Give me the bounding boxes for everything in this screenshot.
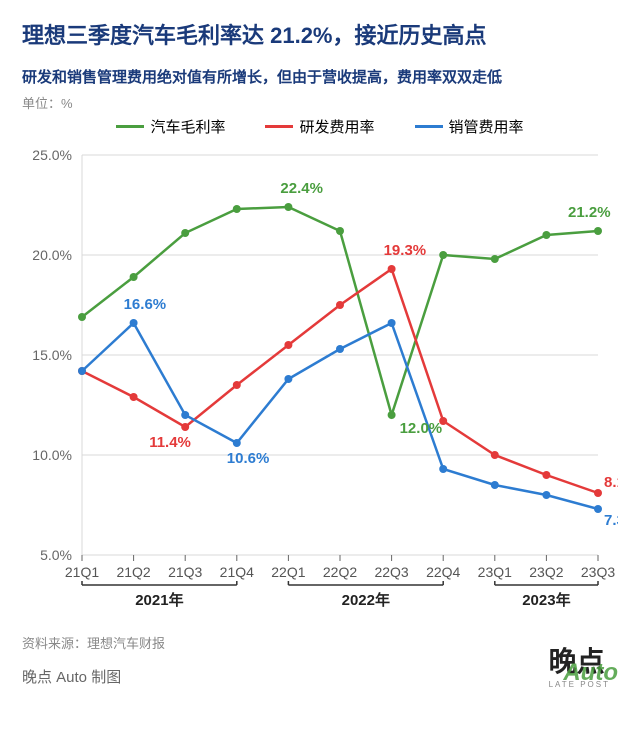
svg-text:23Q3: 23Q3 bbox=[581, 564, 615, 580]
caption-text: 晚点 Auto 制图 bbox=[22, 666, 618, 687]
svg-text:19.3%: 19.3% bbox=[384, 242, 427, 259]
chart-title: 理想三季度汽车毛利率达 21.2%，接近历史高点 bbox=[22, 18, 618, 50]
svg-text:23Q1: 23Q1 bbox=[478, 564, 512, 580]
svg-text:8.1%: 8.1% bbox=[604, 474, 618, 491]
legend: 汽车毛利率 研发费用率 销管费用率 bbox=[22, 116, 618, 137]
svg-text:21Q3: 21Q3 bbox=[168, 564, 202, 580]
svg-text:10.6%: 10.6% bbox=[227, 450, 270, 467]
source-text: 资料来源：理想汽车财报 bbox=[22, 633, 618, 652]
legend-label: 研发费用率 bbox=[299, 116, 374, 137]
plot-area: 5.0% 10.0% 15.0% 20.0% 25.0% 21Q1 21Q2 21Q3 21Q4… bbox=[22, 145, 618, 625]
svg-text:21Q1: 21Q1 bbox=[65, 564, 99, 580]
svg-text:22Q4: 22Q4 bbox=[426, 564, 460, 580]
legend-label: 销管费用率 bbox=[449, 116, 524, 137]
svg-text:15.0%: 15.0% bbox=[32, 347, 72, 363]
legend-swatch bbox=[265, 125, 293, 128]
chart-container: 理想三季度汽车毛利率达 21.2%，接近历史高点 研发和销售管理费用绝对值有所增… bbox=[0, 0, 640, 739]
chart-subtitle: 研发和销售管理费用绝对值有所增长，但由于营收提高，费用率双双走低 bbox=[22, 66, 618, 87]
svg-text:10.0%: 10.0% bbox=[32, 447, 72, 463]
svg-text:21Q4: 21Q4 bbox=[220, 564, 254, 580]
svg-text:21Q2: 21Q2 bbox=[116, 564, 150, 580]
svg-text:22Q1: 22Q1 bbox=[271, 564, 305, 580]
svg-text:22Q2: 22Q2 bbox=[323, 564, 357, 580]
legend-swatch bbox=[415, 125, 443, 128]
legend-item: 汽车毛利率 bbox=[116, 116, 225, 137]
svg-text:11.4%: 11.4% bbox=[149, 434, 191, 451]
svg-text:2023年: 2023年 bbox=[522, 591, 570, 609]
legend-item: 销管费用率 bbox=[415, 116, 524, 137]
svg-text:22Q3: 22Q3 bbox=[374, 564, 408, 580]
svg-text:5.0%: 5.0% bbox=[40, 547, 72, 563]
svg-text:22.4%: 22.4% bbox=[280, 180, 323, 197]
svg-text:21.2%: 21.2% bbox=[568, 204, 611, 221]
legend-label: 汽车毛利率 bbox=[150, 116, 225, 137]
svg-text:16.6%: 16.6% bbox=[124, 296, 167, 313]
unit-label: 单位：% bbox=[22, 93, 618, 112]
svg-text:25.0%: 25.0% bbox=[32, 147, 72, 163]
svg-text:2022年: 2022年 bbox=[342, 591, 390, 609]
line-chart-svg: 5.0% 10.0% 15.0% 20.0% 25.0% 21Q1 21Q2 21Q3 21Q4… bbox=[22, 145, 618, 625]
legend-swatch bbox=[116, 125, 144, 128]
svg-text:2021年: 2021年 bbox=[135, 591, 183, 609]
auto-logo: Auto bbox=[563, 659, 618, 687]
svg-text:23Q2: 23Q2 bbox=[529, 564, 563, 580]
legend-item: 研发费用率 bbox=[265, 116, 374, 137]
svg-text:20.0%: 20.0% bbox=[32, 247, 72, 263]
svg-text:12.0%: 12.0% bbox=[400, 420, 443, 437]
svg-text:7.3%: 7.3% bbox=[604, 512, 618, 529]
